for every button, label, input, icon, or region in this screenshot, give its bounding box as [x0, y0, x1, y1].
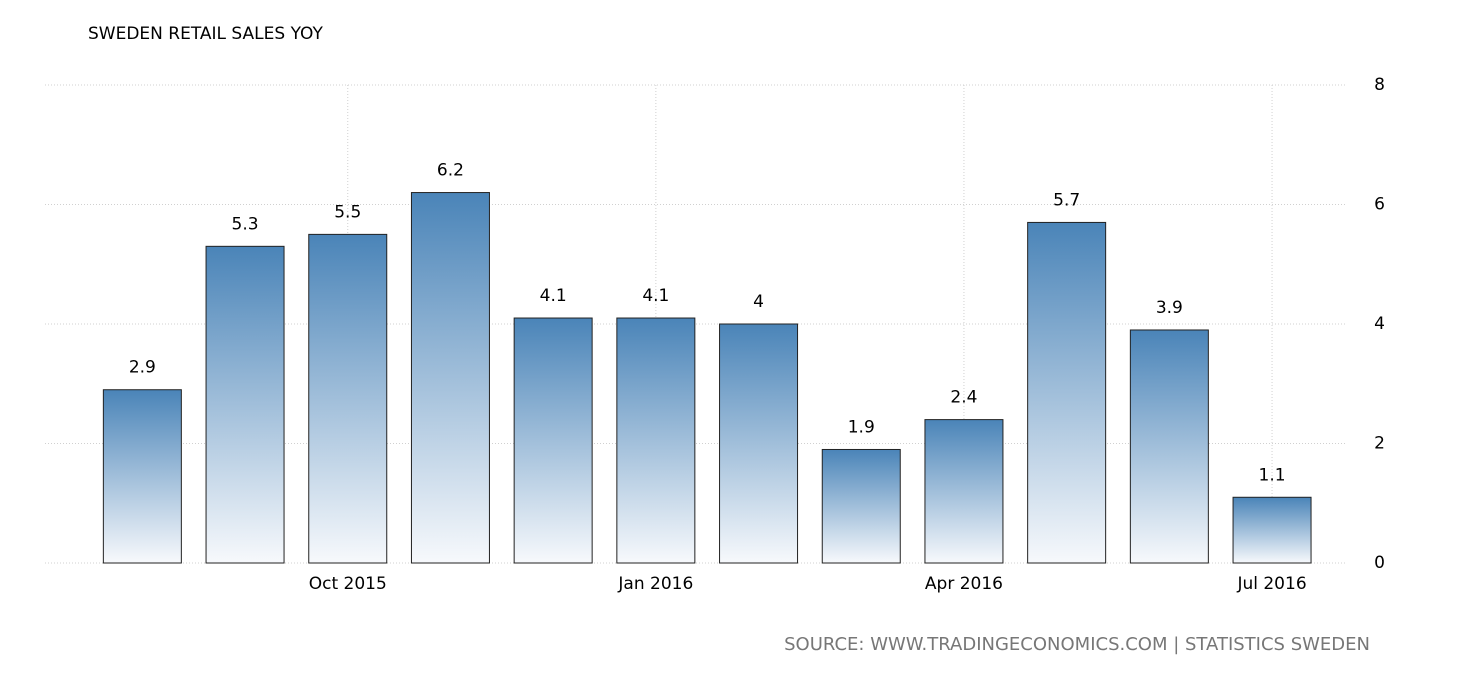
data-label: 2.9 [129, 358, 156, 378]
y-tick-label: 6 [1374, 195, 1385, 215]
bar [1129, 329, 1209, 564]
bar [821, 448, 901, 564]
data-label: 4.1 [540, 286, 567, 306]
data-label: 6.2 [437, 161, 464, 181]
y-tick-label: 0 [1374, 553, 1385, 573]
bar [410, 192, 490, 564]
data-label: 4 [753, 292, 764, 312]
x-tick-label: Jul 2016 [1236, 574, 1306, 594]
x-tick-label: Jan 2016 [617, 574, 693, 594]
chart-title: SWEDEN RETAIL SALES YOY [88, 24, 323, 44]
y-tick-label: 8 [1374, 75, 1385, 95]
bar [205, 245, 285, 564]
x-tick-label: Oct 2015 [309, 574, 387, 594]
bar [719, 323, 799, 564]
data-label: 5.7 [1053, 190, 1080, 210]
data-label: 2.4 [950, 388, 977, 408]
bar [102, 389, 182, 564]
y-tick-label: 2 [1374, 434, 1385, 454]
x-tick-label: Apr 2016 [925, 574, 1003, 594]
bar [513, 317, 593, 564]
data-label: 3.9 [1156, 298, 1183, 318]
data-label: 5.5 [334, 202, 361, 222]
bar [924, 419, 1004, 564]
data-label: 1.1 [1259, 465, 1286, 485]
bar [616, 317, 696, 564]
data-label: 5.3 [232, 214, 259, 234]
data-label: 4.1 [642, 286, 669, 306]
bar [1232, 496, 1312, 564]
bar [308, 233, 388, 564]
bar [1027, 221, 1107, 564]
source-note: SOURCE: WWW.TRADINGECONOMICS.COM | STATI… [784, 634, 1370, 655]
data-label: 1.9 [848, 417, 875, 437]
y-tick-label: 4 [1374, 314, 1385, 334]
